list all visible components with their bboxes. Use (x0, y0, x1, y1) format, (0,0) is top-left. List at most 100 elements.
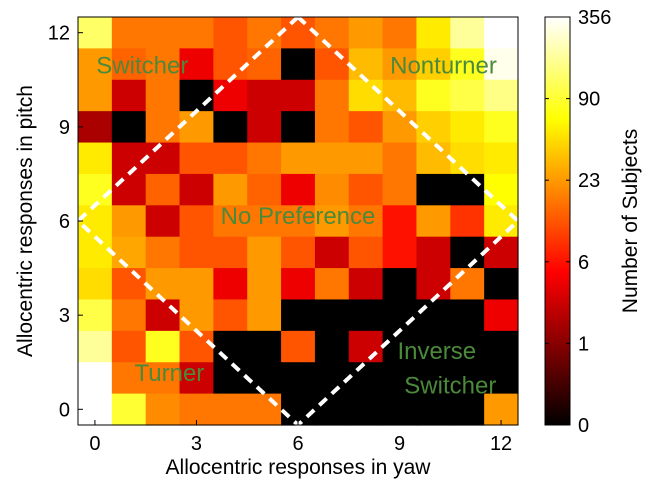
heatmap-cell (179, 142, 214, 175)
heatmap-cell (484, 142, 519, 175)
heatmap-cell (348, 330, 384, 363)
heatmap-cell (145, 205, 181, 238)
heatmap-cell (484, 205, 519, 238)
heatmap-cell (416, 142, 451, 175)
heatmap-cell (179, 299, 214, 332)
heatmap-cell (145, 79, 181, 112)
x-tick-label: 6 (292, 433, 303, 455)
heatmap-cell (78, 48, 113, 81)
heatmap-cell (416, 111, 451, 144)
heatmap-cell (450, 268, 485, 301)
heatmap-cell (314, 79, 350, 112)
heatmap-cell (382, 268, 418, 301)
heatmap-cell (484, 79, 519, 112)
heatmap-cell (314, 299, 350, 332)
heatmap-cell (247, 48, 282, 81)
heatmap-cell (382, 362, 418, 395)
heatmap-cell (314, 330, 350, 363)
heatmap-cell (213, 236, 248, 269)
heatmap-cell (314, 362, 350, 395)
y-tick-label: 12 (48, 23, 70, 45)
heatmap-cell (348, 236, 384, 269)
heatmap-cell (111, 173, 147, 206)
heatmap-cell (382, 330, 418, 363)
heatmap-cell (484, 330, 519, 363)
heatmap-cell (247, 142, 282, 175)
heatmap-cell (450, 79, 485, 112)
heatmap-cell (416, 79, 451, 112)
heatmap-cell (213, 362, 248, 395)
heatmap-cell (450, 330, 485, 363)
heatmap-cell (348, 268, 384, 301)
heatmap-cell (450, 111, 485, 144)
heatmap-cell (78, 236, 113, 269)
heatmap-cell (179, 362, 214, 395)
region-label: Switcher (404, 373, 496, 400)
heatmap-cell (145, 111, 181, 144)
heatmap-cell (416, 48, 451, 81)
heatmap-cell (78, 79, 113, 112)
heatmap-cell (78, 362, 113, 395)
region-labels: Switcher Nonturner No Preference Inverse Swi… (96, 53, 497, 400)
colorbar-tick-label: 0 (578, 415, 589, 437)
heatmap-cell (348, 17, 384, 49)
heatmap-cell (213, 17, 248, 49)
region-label: Turner (135, 360, 205, 387)
heatmap-cell (111, 299, 147, 332)
region-label: Switcher (96, 53, 188, 80)
heatmap-cell (179, 330, 214, 363)
heatmap-cell (416, 17, 451, 49)
heatmap-cell (213, 111, 248, 144)
x-tick-label: 12 (490, 433, 512, 455)
heatmap-cell (213, 268, 248, 301)
heatmap-cell (247, 79, 282, 112)
heatmap-cell (382, 142, 418, 175)
heatmap-cell (78, 205, 113, 238)
heatmap-cell (484, 268, 519, 301)
heatmap-cell (78, 173, 113, 206)
heatmap-cell (348, 48, 384, 81)
heatmap-cell (78, 17, 113, 49)
heatmap-cell (78, 268, 113, 301)
heatmap-cell (416, 205, 451, 238)
heatmap-cell (382, 17, 418, 49)
colorbar-label: Number of Subjects (619, 129, 642, 313)
heatmap-cell (450, 299, 485, 332)
heatmap-cell (348, 299, 384, 332)
heatmap-cell (484, 236, 519, 269)
heatmap-cell (213, 79, 248, 112)
heatmap-cell (314, 111, 350, 144)
colorbar (544, 16, 571, 426)
heatmap-cell (111, 362, 147, 395)
heatmap-cell (111, 142, 147, 175)
heatmap-cell (179, 17, 214, 49)
heatmap-cell (450, 17, 485, 49)
heatmap-cell (179, 205, 214, 238)
heatmap-cell (213, 173, 248, 206)
heatmap-cell (450, 393, 485, 426)
x-axis-ticks: 0 3 6 9 12 (89, 420, 512, 455)
heatmap-cell (382, 111, 418, 144)
y-tick-label: 3 (59, 305, 70, 327)
heatmap-cell (281, 142, 316, 175)
heatmap-cell (281, 79, 316, 112)
y-tick-label: 0 (59, 399, 70, 421)
heatmap-cell (450, 48, 485, 81)
heatmap-cell (179, 79, 214, 112)
heatmap-cell (213, 393, 248, 426)
heatmap-cell (145, 236, 181, 269)
heatmap-cell (111, 330, 147, 363)
heatmap-cell (78, 111, 113, 144)
heatmap-cell (348, 393, 384, 426)
heatmap-cell (484, 48, 519, 81)
heatmap-cell (145, 48, 181, 81)
heatmap-cell (145, 173, 181, 206)
heatmap-cell (450, 205, 485, 238)
heatmap-cell (382, 48, 418, 81)
heatmap-cell (484, 17, 519, 49)
heatmap-cell (281, 173, 316, 206)
heatmap-cell (314, 17, 350, 49)
heatmap-cell (382, 299, 418, 332)
heatmap-cell (484, 111, 519, 144)
